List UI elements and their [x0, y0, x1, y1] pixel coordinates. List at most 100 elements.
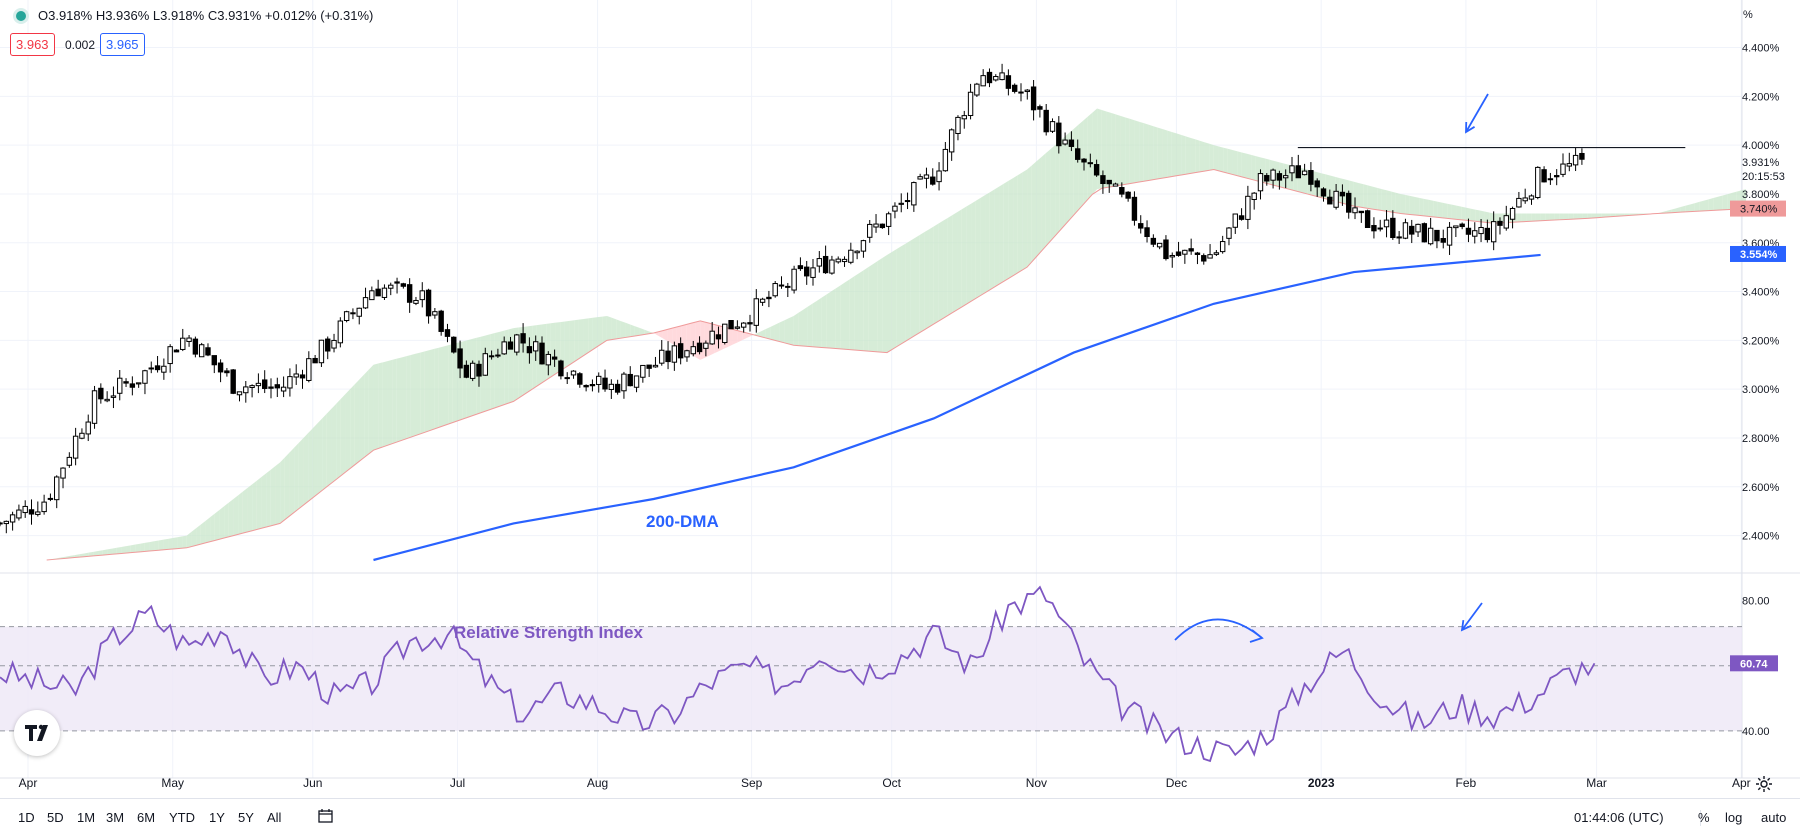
cloud-segment	[1359, 183, 1364, 208]
timeframe-1y[interactable]: 1Y	[209, 810, 225, 825]
candle-body	[741, 323, 745, 327]
candle-body	[1025, 90, 1029, 91]
timeframe-5y[interactable]: 5Y	[238, 810, 254, 825]
candle-body	[92, 391, 96, 424]
cloud-segment	[233, 495, 238, 535]
cloud-segment	[509, 328, 514, 403]
cloud-segment	[602, 316, 607, 343]
cloud-segment	[1555, 213, 1560, 220]
price-chart[interactable]: Relative Strength Index %2.400%2.600%2.8…	[0, 0, 1800, 798]
cloud-segment	[378, 362, 383, 448]
candle-body	[36, 512, 40, 514]
cloud-segment	[1214, 145, 1219, 171]
candle-body	[1145, 228, 1149, 237]
candle-body	[578, 374, 582, 384]
cloud-segment	[626, 323, 631, 338]
cloud-segment	[210, 514, 215, 542]
candle-body	[1183, 250, 1187, 254]
candle-body	[445, 330, 449, 337]
bottom-toolbar: 1D 5D 1M 3M 6M YTD 1Y 5Y All 01:44:06 (U…	[0, 798, 1800, 838]
cloud-segment	[1583, 213, 1588, 218]
candle-body	[426, 290, 430, 316]
cloud-segment	[1569, 213, 1574, 219]
candle-body	[1302, 171, 1306, 175]
candle-body	[836, 259, 840, 262]
candle-body	[1265, 176, 1269, 181]
sell-price-button[interactable]: 3.963	[10, 33, 55, 56]
candle-body	[1202, 256, 1206, 261]
cloud-segment	[439, 346, 444, 427]
utc-clock[interactable]: 01:44:06 (UTC)	[1574, 810, 1664, 825]
timeframe-3m[interactable]: 3M	[106, 810, 124, 825]
candle-body	[1283, 176, 1287, 178]
cloud-segment	[1120, 116, 1125, 185]
candle-body	[874, 224, 878, 227]
candle-body	[1271, 170, 1275, 180]
cloud-segment	[401, 356, 406, 440]
timeframe-ytd[interactable]: YTD	[169, 810, 195, 825]
cloud-segment	[1162, 129, 1167, 178]
log-scale-toggle[interactable]: log	[1725, 810, 1742, 825]
candle-body	[817, 259, 821, 266]
cloud-segment	[1382, 189, 1387, 211]
candle-body	[483, 354, 487, 376]
calendar-range-icon[interactable]	[318, 809, 334, 823]
cloud-segment	[882, 255, 887, 353]
cloud-segment	[121, 546, 126, 553]
candle-body	[805, 267, 809, 276]
rsi-arrow-icon	[1462, 603, 1482, 630]
cloud-segment	[140, 543, 145, 552]
cloud-segment	[1074, 125, 1079, 215]
cloud-segment	[635, 326, 640, 336]
cloud-segment	[1036, 157, 1041, 256]
percent-scale-toggle[interactable]: %	[1698, 810, 1710, 825]
cloud-segment	[373, 364, 378, 451]
cloud-segment	[598, 317, 603, 347]
candle-body	[1473, 231, 1477, 236]
cloud-segment	[322, 414, 327, 491]
timeframe-1m[interactable]: 1M	[77, 810, 95, 825]
buy-price-button[interactable]: 3.965	[100, 33, 145, 56]
cloud-segment	[1078, 121, 1083, 210]
candle-body	[685, 351, 689, 357]
cloud-segment	[948, 215, 953, 315]
tradingview-logo[interactable]	[14, 710, 60, 756]
cloud-segment	[794, 313, 799, 346]
cloud-segment	[495, 332, 500, 408]
timeframe-6m[interactable]: 6M	[137, 810, 155, 825]
candle-body	[1277, 174, 1281, 181]
cloud-segment	[733, 329, 738, 344]
timeframe-all[interactable]: All	[267, 810, 281, 825]
candle-body	[1353, 208, 1357, 213]
cloud-segment	[990, 189, 995, 289]
auto-scale-toggle[interactable]: auto	[1761, 810, 1786, 825]
candle-body	[1113, 184, 1117, 186]
timeframe-5d[interactable]: 5D	[47, 810, 64, 825]
cloud-segment	[630, 325, 635, 337]
cloud-segment	[369, 365, 374, 454]
cloud-segment	[943, 218, 948, 318]
time-tick-label: Apr	[19, 776, 38, 790]
cloud-segment	[453, 343, 458, 423]
cloud-segment	[1541, 213, 1546, 220]
candle-body	[73, 436, 77, 458]
candle-body	[111, 396, 115, 397]
candle-body	[162, 366, 166, 372]
timeframe-1d[interactable]: 1D	[18, 810, 35, 825]
cloud-segment	[219, 506, 224, 539]
cloud-segment	[359, 375, 364, 462]
price-tick-label: 3.400%	[1742, 287, 1780, 299]
cloud-segment	[775, 323, 780, 342]
candle-body	[143, 371, 147, 384]
candle-body	[634, 376, 638, 387]
cloud-segment	[1545, 213, 1550, 220]
last-price-label: 3.931%	[1742, 157, 1780, 169]
cloud-segment	[261, 473, 266, 528]
cloud-segment	[910, 238, 915, 338]
candle-body	[1107, 180, 1111, 183]
candle-body	[187, 338, 191, 341]
candle-body	[540, 343, 544, 364]
candle-body	[401, 284, 405, 287]
candle-body	[1479, 228, 1483, 234]
gear-icon[interactable]	[1755, 775, 1773, 793]
